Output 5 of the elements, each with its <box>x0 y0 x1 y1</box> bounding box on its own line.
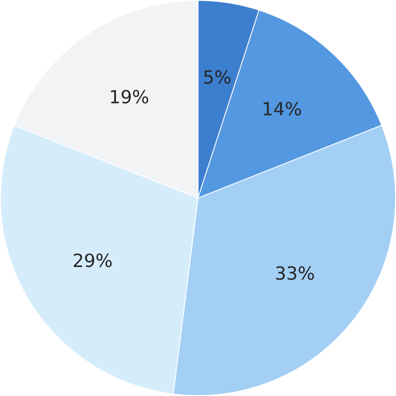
data-label: 5% <box>204 70 231 84</box>
data-label: 29% <box>74 254 112 268</box>
data-label: 14% <box>264 102 301 116</box>
data-label: 33% <box>276 266 314 280</box>
data-label: 19% <box>111 90 148 104</box>
